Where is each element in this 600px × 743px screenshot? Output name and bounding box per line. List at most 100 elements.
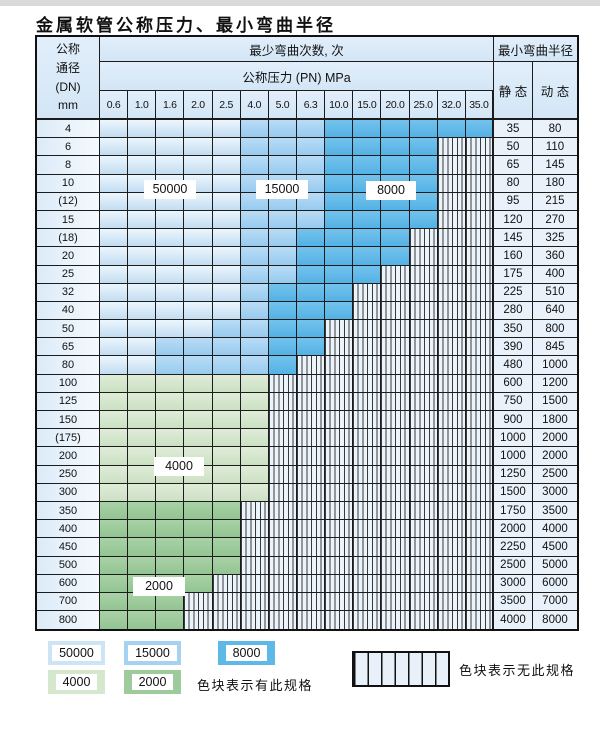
spec-cell — [296, 356, 326, 375]
spec-cell — [437, 574, 466, 593]
spec-cell — [240, 338, 269, 357]
dn-cell: (175) — [37, 429, 100, 448]
spec-cell — [296, 320, 326, 339]
dn-cell: 200 — [37, 447, 100, 466]
spec-cell — [296, 520, 326, 539]
spec-cell — [296, 283, 326, 302]
spec-cell — [128, 483, 157, 502]
spec-cell — [325, 411, 354, 430]
spec-cell — [409, 301, 438, 321]
spec-cell — [296, 465, 326, 484]
spec-cell — [325, 429, 354, 448]
spec-cell — [296, 501, 326, 521]
spec-cell — [184, 247, 213, 266]
dynamic-cell: 180 — [532, 174, 577, 193]
spec-cell — [184, 411, 213, 430]
legend-present-note: 色块表示有此规格 — [197, 678, 314, 693]
spec-cell — [437, 210, 466, 230]
spec-cell — [100, 338, 129, 357]
spec-cell — [100, 611, 129, 630]
static-cell: 4000 — [493, 611, 533, 630]
spec-cell — [381, 483, 410, 502]
spec-cell — [381, 429, 410, 448]
spec-cell — [296, 156, 326, 175]
dynamic-cell: 1200 — [532, 374, 577, 393]
count-label-50000: 50000 — [144, 180, 196, 199]
spec-cell — [381, 592, 410, 612]
static-cell: 1750 — [493, 501, 533, 521]
spec-cell — [156, 392, 185, 411]
spec-cell — [409, 356, 438, 375]
spec-cell — [437, 592, 466, 612]
spec-cell — [212, 611, 241, 630]
spec-cell — [184, 574, 213, 593]
spec-cell — [100, 356, 129, 375]
spec-cell — [184, 338, 213, 357]
spec-cell — [156, 265, 185, 284]
spec-cell — [409, 210, 438, 230]
spec-cell — [296, 611, 326, 630]
dn-cell: 700 — [37, 592, 100, 612]
spec-cell — [128, 283, 157, 302]
spec-cell — [128, 611, 157, 630]
spec-cell — [100, 138, 129, 157]
spec-cell — [156, 429, 185, 448]
spec-cell — [381, 465, 410, 484]
spec-cell — [128, 429, 157, 448]
spec-cell — [409, 283, 438, 302]
dn-cell: 10 — [37, 174, 100, 193]
dn-cell: 450 — [37, 538, 100, 557]
dynamic-cell: 80 — [532, 120, 577, 139]
spec-cell — [128, 120, 157, 139]
static-cell: 750 — [493, 392, 533, 411]
spec-cell — [240, 120, 269, 139]
spec-cell — [184, 556, 213, 575]
spec-cell — [100, 592, 129, 612]
spec-cell — [437, 247, 466, 266]
spec-cell — [128, 556, 157, 575]
spec-cell — [268, 429, 297, 448]
spec-cell — [381, 374, 410, 393]
dynamic-cell: 360 — [532, 247, 577, 266]
spec-cell — [100, 229, 129, 248]
spec-cell — [268, 301, 297, 321]
spec-cell — [409, 447, 438, 466]
dn-header-line: (DN) — [55, 79, 81, 94]
spec-cell — [381, 156, 410, 175]
spec-cell — [240, 392, 269, 411]
dynamic-cell: 145 — [532, 156, 577, 175]
static-cell: 480 — [493, 356, 533, 375]
spec-cell — [353, 592, 382, 612]
spec-cell — [325, 392, 354, 411]
spec-cell — [100, 192, 129, 211]
spec-cell — [325, 574, 354, 593]
dynamic-cell: 510 — [532, 283, 577, 302]
spec-cell — [128, 592, 157, 612]
spec-cell — [465, 556, 494, 575]
spec-cell — [212, 447, 241, 466]
spec-cell — [353, 429, 382, 448]
spec-cell — [465, 283, 494, 302]
spec-cell — [212, 338, 241, 357]
spec-cell — [184, 483, 213, 502]
spec-cell — [128, 392, 157, 411]
spec-cell — [409, 392, 438, 411]
dn-cell: 32 — [37, 283, 100, 302]
spec-cell — [296, 120, 326, 139]
spec-cell — [240, 520, 269, 539]
spec-cell — [184, 611, 213, 630]
spec-cell — [240, 138, 269, 157]
spec-cell — [325, 447, 354, 466]
spec-cell — [212, 374, 241, 393]
spec-cell — [268, 483, 297, 502]
legend-swatch-label: 8000 — [225, 645, 268, 661]
static-cell: 600 — [493, 374, 533, 393]
spec-cell — [156, 483, 185, 502]
spec-cell — [437, 520, 466, 539]
spec-cell — [212, 283, 241, 302]
spec-cell — [353, 374, 382, 393]
spec-cell — [381, 120, 410, 139]
spec-cell — [184, 374, 213, 393]
spec-cell — [437, 411, 466, 430]
dn-cell: 800 — [37, 611, 100, 630]
